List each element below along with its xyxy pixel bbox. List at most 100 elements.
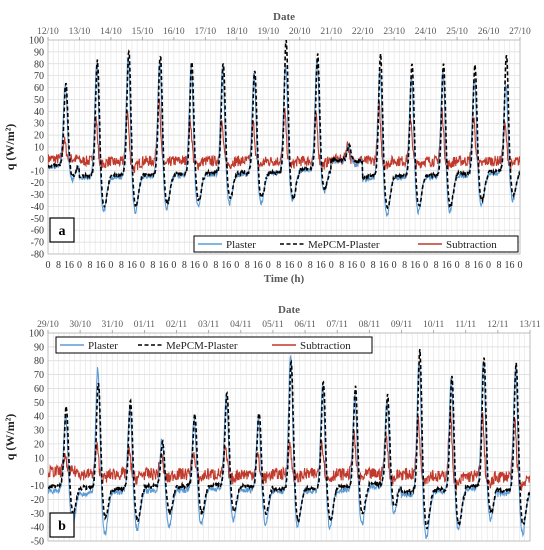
date-tick-label: 24/10 bbox=[415, 27, 437, 37]
y-tick-label: 50 bbox=[34, 95, 44, 106]
hour-tick-label: 0 bbox=[360, 260, 365, 271]
hour-tick-label: 8 bbox=[56, 260, 61, 271]
hour-tick-label: 8 bbox=[339, 260, 344, 271]
date-tick-label: 21/10 bbox=[320, 27, 342, 37]
legend-box bbox=[55, 336, 373, 354]
panel-label-box bbox=[49, 217, 75, 243]
hour-tick-label: 8 bbox=[119, 260, 124, 271]
date-tick-label: 12/11 bbox=[487, 320, 509, 330]
date-tick-label: 11/11 bbox=[455, 320, 476, 330]
date-tick-label: 12/10 bbox=[37, 27, 59, 37]
y-tick-label: 90 bbox=[34, 342, 44, 353]
date-tick-label: 22/10 bbox=[352, 27, 374, 37]
hour-tick-label: 16 bbox=[253, 260, 263, 271]
hour-tick-label: 16 bbox=[347, 260, 357, 271]
y-tick-label: -50 bbox=[31, 214, 44, 225]
hour-tick-label: 8 bbox=[308, 260, 313, 271]
date-tick-label: 13/11 bbox=[519, 320, 541, 330]
date-tick-label: 19/10 bbox=[257, 27, 279, 37]
hour-tick-label: 8 bbox=[182, 260, 187, 271]
legend-entry: MePCM-Plaster bbox=[308, 239, 380, 251]
y-tick-label: 80 bbox=[34, 59, 44, 70]
hour-tick-label: 0 bbox=[203, 260, 208, 271]
y-tick-label: -80 bbox=[31, 250, 44, 261]
series-line-mepcm-plaster bbox=[48, 40, 520, 210]
y-tick-label: 20 bbox=[34, 131, 44, 142]
y-tick-label: 10 bbox=[34, 143, 44, 154]
date-tick-label: 15/10 bbox=[132, 27, 154, 37]
y-tick-label: 0 bbox=[39, 467, 44, 478]
y-tick-label: 20 bbox=[34, 439, 44, 450]
top-axis-title: Date bbox=[278, 304, 300, 316]
hour-tick-label: 16 bbox=[284, 260, 294, 271]
date-tick-label: 06/11 bbox=[294, 320, 316, 330]
hour-tick-label: 0 bbox=[392, 260, 397, 271]
panel-label: b bbox=[58, 519, 66, 534]
date-tick-label: 03/11 bbox=[198, 320, 220, 330]
hour-tick-label: 0 bbox=[266, 260, 271, 271]
hour-tick-label: 0 bbox=[140, 260, 145, 271]
hour-tick-label: 16 bbox=[442, 260, 452, 271]
y-tick-label: -60 bbox=[31, 226, 44, 237]
hour-tick-label: 16 bbox=[95, 260, 105, 271]
hour-tick-label: 8 bbox=[402, 260, 407, 271]
y-tick-label: -20 bbox=[31, 495, 44, 506]
legend-entry: Plaster bbox=[226, 239, 256, 251]
date-tick-label: 14/10 bbox=[100, 27, 122, 37]
y-tick-label: 60 bbox=[34, 384, 44, 395]
y-tick-label: 60 bbox=[34, 83, 44, 94]
y-tick-label: 70 bbox=[34, 71, 44, 82]
y-tick-label: 0 bbox=[39, 154, 44, 165]
legend-entry: Plaster bbox=[88, 340, 118, 352]
plot-area bbox=[47, 332, 531, 542]
x-axis-title: Time (h) bbox=[264, 273, 305, 285]
hour-tick-label: 0 bbox=[297, 260, 302, 271]
hour-tick-label: 0 bbox=[234, 260, 239, 271]
date-tick-label: 25/10 bbox=[446, 27, 468, 37]
y-tick-label: -10 bbox=[31, 481, 44, 492]
hour-tick-label: 0 bbox=[108, 260, 113, 271]
panel-label-box bbox=[49, 512, 75, 538]
hour-tick-label: 16 bbox=[127, 260, 137, 271]
y-tick-label: 90 bbox=[34, 47, 44, 58]
hour-tick-label: 16 bbox=[316, 260, 326, 271]
y-tick-label: -30 bbox=[31, 190, 44, 201]
date-tick-label: 02/11 bbox=[166, 320, 188, 330]
hour-tick-label: 16 bbox=[473, 260, 483, 271]
y-tick-label: 100 bbox=[29, 36, 44, 47]
chart-panel-a: -80-70-60-50-40-30-20-100102030405060708… bbox=[3, 11, 531, 285]
hour-tick-label: 0 bbox=[329, 260, 334, 271]
hour-tick-label: 8 bbox=[276, 260, 281, 271]
y-axis-title: q (W/m²) bbox=[3, 414, 17, 461]
hour-tick-label: 8 bbox=[245, 260, 250, 271]
date-tick-label: 08/11 bbox=[359, 320, 381, 330]
hour-tick-label: 8 bbox=[213, 260, 218, 271]
y-tick-label: -20 bbox=[31, 178, 44, 189]
legend-entry: MePCM-Plaster bbox=[166, 340, 238, 352]
plot-area bbox=[47, 39, 521, 255]
y-tick-label: 70 bbox=[34, 370, 44, 381]
hour-tick-label: 8 bbox=[87, 260, 92, 271]
hour-tick-label: 0 bbox=[518, 260, 523, 271]
y-tick-label: 40 bbox=[34, 412, 44, 423]
date-tick-label: 27/10 bbox=[509, 27, 531, 37]
hour-tick-label: 8 bbox=[150, 260, 155, 271]
hour-tick-label: 16 bbox=[410, 260, 420, 271]
hour-tick-label: 16 bbox=[221, 260, 231, 271]
hour-tick-label: 0 bbox=[46, 260, 51, 271]
y-tick-label: 10 bbox=[34, 453, 44, 464]
y-tick-label: -40 bbox=[31, 523, 44, 534]
hour-tick-label: 8 bbox=[434, 260, 439, 271]
hour-tick-label: 0 bbox=[77, 260, 82, 271]
chart-panel-b: -50 -40 -30 -20 -10 0 10 20 30 40 50 60 70 80 90 10029/… bbox=[3, 304, 541, 548]
y-tick-label: 100 bbox=[29, 329, 44, 340]
y-tick-label: -10 bbox=[31, 166, 44, 177]
hour-tick-label: 0 bbox=[423, 260, 428, 271]
date-tick-label: 05/11 bbox=[262, 320, 284, 330]
hour-tick-label: 0 bbox=[486, 260, 491, 271]
hour-tick-label: 16 bbox=[379, 260, 389, 271]
y-tick-label: -30 bbox=[31, 509, 44, 520]
date-tick-label: 20/10 bbox=[289, 27, 311, 37]
y-tick-label: 30 bbox=[34, 119, 44, 130]
hour-tick-label: 16 bbox=[190, 260, 200, 271]
